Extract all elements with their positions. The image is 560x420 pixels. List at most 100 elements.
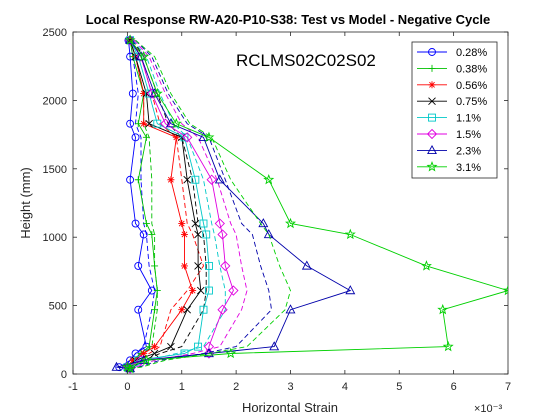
test-point-5-10: [217, 304, 228, 315]
test-point-3-11: [167, 342, 175, 351]
x-tick-label-7: 6: [451, 381, 457, 393]
test-point-3-6: [191, 219, 200, 228]
test-point-3-5: [183, 175, 192, 184]
test-line-6: [116, 39, 352, 369]
legend-item-1: 0.38%: [417, 63, 487, 75]
test-point-2-13: [129, 356, 137, 364]
legend-box: [411, 41, 498, 179]
x-tick-label-0: -1: [68, 381, 78, 393]
legend-item-6: 2.3%: [417, 144, 481, 157]
test-point-7-13: [140, 354, 152, 365]
series-layer: [111, 34, 508, 374]
test-point-2-3: [140, 120, 148, 128]
x-tick-label-5: 4: [342, 381, 348, 393]
test-point-0-3: [126, 119, 135, 128]
test-point-3-1: [131, 52, 140, 61]
x-tick-label-6: 5: [396, 381, 402, 393]
legend-label-1: 0.38%: [456, 63, 487, 75]
y-tick-label-0: 0: [61, 369, 67, 381]
x-tick-label-8: 7: [505, 381, 511, 393]
test-point-7-8: [420, 260, 432, 271]
test-point-7-4: [203, 131, 215, 143]
test-point-7-6: [285, 217, 296, 229]
legend-marker-7: [426, 161, 438, 172]
legend-marker-4: [428, 113, 436, 122]
test-point-6-10: [285, 304, 296, 314]
test-point-1-4: [142, 133, 150, 141]
x-tick-label-2: 1: [179, 381, 185, 393]
legend-marker-3: [428, 97, 436, 106]
test-point-2-4: [172, 133, 180, 141]
test-point-5-8: [220, 260, 231, 272]
legend-marker-2: [428, 81, 436, 89]
test-line-4: [126, 39, 210, 369]
test-point-4-7: [202, 230, 211, 239]
y-axis-label: Height (mm): [18, 167, 33, 239]
test-point-6-0: [125, 34, 136, 44]
test-point-2-11: [151, 343, 159, 351]
test-point-5-9: [228, 285, 239, 296]
test-point-7-2: [151, 87, 163, 99]
y-tick-label-3: 1500: [43, 164, 67, 176]
test-point-2-5: [167, 176, 175, 184]
legend-marker-5: [426, 128, 438, 140]
legend-marker-0: [428, 48, 436, 56]
test-point-2-8: [180, 262, 188, 270]
test-line-3: [126, 40, 202, 369]
test-point-5-5: [206, 174, 217, 185]
x-axis-exponent: ×10⁻³: [474, 403, 502, 415]
test-point-4-11: [194, 342, 203, 351]
test-point-7-11: [442, 340, 454, 352]
test-point-0-10: [134, 305, 143, 314]
test-point-0-5: [126, 175, 135, 184]
test-point-4-4: [180, 133, 189, 142]
test-point-4-2: [145, 89, 154, 98]
test-point-6-8: [301, 260, 312, 270]
test-point-5-6: [214, 218, 225, 229]
legend: 0.28% 0.38% 0.56% 0.75% 1.1% 1.5% 2.3% 3.1%: [411, 41, 498, 179]
legend-marker-1: [428, 64, 436, 72]
legend-marker-6: [427, 144, 437, 155]
test-point-6-14: [111, 361, 122, 371]
legend-item-0: 0.28%: [417, 47, 487, 59]
model-line-0: [123, 40, 156, 369]
test-point-3-8: [194, 262, 202, 270]
test-point-1-7: [148, 230, 156, 238]
test-point-0-7: [139, 230, 148, 239]
test-point-7-15: [124, 362, 136, 374]
legend-label-0: 0.28%: [456, 47, 487, 59]
test-point-1-5: [134, 176, 142, 184]
test-point-3-12: [150, 349, 159, 358]
y-tick-label-1: 500: [49, 301, 67, 313]
test-point-0-8: [134, 261, 143, 270]
y-tick-label-2: 1000: [43, 232, 67, 244]
test-point-0-6: [131, 219, 140, 228]
legend-label-5: 1.5%: [456, 129, 481, 141]
legend-item-5: 1.5%: [417, 128, 481, 141]
test-point-1-9: [153, 287, 161, 295]
chart-title: Local Response RW-A20-P10-S38: Test vs M…: [86, 12, 491, 27]
test-point-7-5: [263, 173, 275, 185]
test-point-1-6: [142, 220, 150, 228]
legend-label-2: 0.56%: [456, 80, 487, 92]
y-tick-label-5: 2500: [43, 27, 67, 39]
test-point-6-11: [269, 341, 280, 351]
test-point-2-6: [178, 220, 186, 228]
test-point-7-12: [225, 347, 237, 359]
y-tick-label-4: 2000: [43, 95, 67, 107]
test-point-6-5: [214, 174, 225, 184]
test-point-7-1: [138, 50, 150, 62]
test-point-3-3: [145, 119, 153, 128]
test-point-0-4: [131, 133, 140, 142]
test-point-6-7: [263, 229, 274, 239]
series-7: [121, 34, 508, 374]
test-point-4-8: [204, 261, 213, 270]
legend-item-4: 1.1%: [417, 113, 481, 125]
model-id-annotation: RCLMS02C02S02: [236, 51, 376, 70]
test-point-7-10: [437, 303, 449, 315]
test-point-1-10: [151, 306, 159, 314]
test-point-5-4: [182, 132, 193, 143]
test-point-5-1: [135, 51, 147, 62]
